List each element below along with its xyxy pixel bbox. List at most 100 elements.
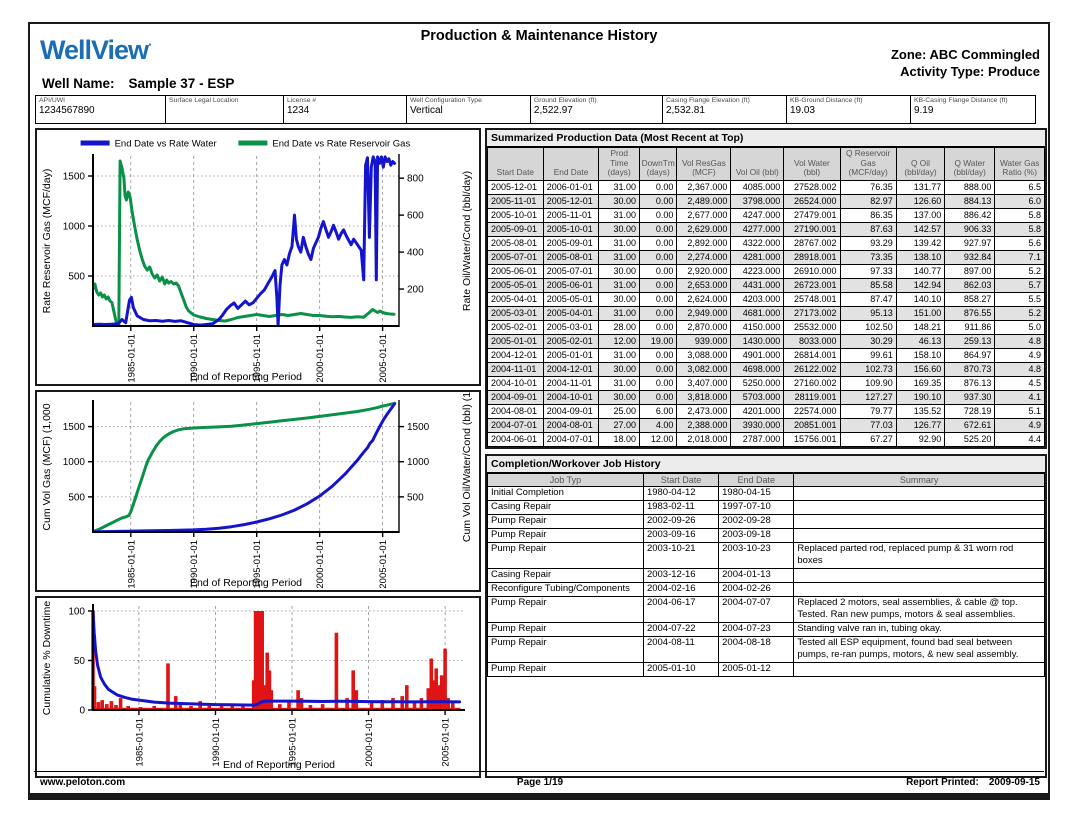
svg-text:400: 400 xyxy=(407,248,424,259)
table-cell: 1980-04-12 xyxy=(642,485,720,501)
table-cell: 2,489.000 xyxy=(676,193,732,209)
production-data-title: Summarized Production Data (Most Recent … xyxy=(487,130,1045,147)
info-field-label: API/UWI xyxy=(39,97,66,104)
table-cell: 18.00 xyxy=(598,431,641,447)
table-row: 2004-12-01 2005-01-01 31.00 0.00 3,088.000 49… xyxy=(487,347,1045,363)
table-cell: 2,388.000 xyxy=(676,417,732,433)
table-cell: 2003-10-23 xyxy=(718,541,795,569)
svg-text:0: 0 xyxy=(79,706,85,717)
table-cell: 138.10 xyxy=(895,249,946,265)
website-link[interactable]: www.peloton.com xyxy=(40,777,126,788)
table-cell: 126.60 xyxy=(895,193,946,209)
info-field-label: Casing Flange Elevation (ft) xyxy=(665,97,750,104)
table-cell: 77.03 xyxy=(839,417,897,433)
table-row: Casing Repair 2003-12-16 2004-01-13 xyxy=(487,567,1045,583)
table-cell: 30.00 xyxy=(598,221,641,237)
svg-text:100: 100 xyxy=(68,606,85,617)
table-cell: 2004-02-16 xyxy=(642,581,720,597)
table-cell: 92.90 xyxy=(895,431,946,447)
column-header: End Date xyxy=(718,472,795,487)
table-row: 2004-08-01 2004-09-01 25.00 6.00 2,473.000 42… xyxy=(487,403,1045,419)
svg-text:Cum Vol Oil/Water/Cond (bbl) (: Cum Vol Oil/Water/Cond (bbl) (1 xyxy=(461,392,473,542)
table-cell: 131.77 xyxy=(895,179,946,195)
svg-text:200: 200 xyxy=(407,285,424,296)
table-cell: 28119.001 xyxy=(783,389,841,405)
table-cell: 5250.000 xyxy=(730,375,785,391)
table-cell: 2005-03-01 xyxy=(542,319,600,335)
table-cell: 2005-11-01 xyxy=(487,193,544,209)
table-cell: 4201.000 xyxy=(730,403,785,419)
svg-text:800: 800 xyxy=(407,174,424,185)
table-cell: 876.55 xyxy=(944,305,996,321)
table-row: Reconfigure Tubing/Components 2004-02-16 2… xyxy=(487,581,1045,597)
table-cell: 0.00 xyxy=(639,305,678,321)
table-cell: 937.30 xyxy=(944,389,996,405)
table-cell: 27479.001 xyxy=(783,207,841,223)
table-cell xyxy=(793,661,1045,677)
svg-text:2005-01-01: 2005-01-01 xyxy=(378,334,389,383)
table-cell: 135.52 xyxy=(895,403,946,419)
table-cell: 82.97 xyxy=(839,193,897,209)
table-cell: 0.00 xyxy=(639,347,678,363)
table-cell: 0.00 xyxy=(639,291,678,307)
svg-text:1500: 1500 xyxy=(63,172,86,183)
info-field-label: KB-Ground Distance (ft) xyxy=(789,97,863,104)
job-history-title: Completion/Workover Job History xyxy=(487,455,1045,473)
svg-text:50: 50 xyxy=(74,656,86,667)
table-cell: 28.00 xyxy=(598,319,641,335)
table-cell: 6.0 xyxy=(994,193,1045,209)
table-cell: 0.00 xyxy=(639,361,678,377)
table-cell: 31.00 xyxy=(598,375,641,391)
table-row: Pump Repair 2004-07-22 2004-07-23 Standing … xyxy=(487,621,1045,637)
table-cell: 0.00 xyxy=(639,207,678,223)
table-cell: 5.2 xyxy=(994,305,1045,321)
table-row: 2004-07-01 2004-08-01 27.00 4.00 2,388.000 39… xyxy=(487,417,1045,433)
table-cell: 31.00 xyxy=(598,277,641,293)
table-row: Pump Repair 2004-08-11 2004-08-18 Tested al… xyxy=(487,635,1045,663)
table-cell: 95.13 xyxy=(839,305,897,321)
header-row: Start Date End Date Prod Time (days) DownTm… xyxy=(487,147,1045,181)
table-cell: 27.00 xyxy=(598,417,641,433)
table-row: Pump Repair 2003-09-16 2003-09-18 xyxy=(487,527,1045,543)
well-info-strip: API/UWI 1234567890 Surface Legal Location L… xyxy=(35,95,1043,124)
table-cell: 864.97 xyxy=(944,347,996,363)
svg-text:1995-01-01: 1995-01-01 xyxy=(252,540,263,589)
tables-column: Summarized Production Data (Most Recent … xyxy=(485,128,1047,778)
column-header: Start Date xyxy=(642,472,720,487)
table-cell: 142.57 xyxy=(895,221,946,237)
table-cell: 2787.000 xyxy=(730,431,785,447)
table-row: Pump Repair 2005-01-10 2005-01-12 xyxy=(487,661,1045,677)
table-cell: 46.13 xyxy=(895,333,946,349)
table-cell: 27528.002 xyxy=(783,179,841,195)
table-cell: 139.42 xyxy=(895,235,946,251)
table-cell: 2,653.000 xyxy=(676,277,732,293)
rate-chart-panel: 500 1000 1500 200 400 600 800 1985-01-01 1990-01… xyxy=(35,128,481,386)
activity-type-label: Activity Type: Produce xyxy=(900,64,1040,79)
svg-text:Rate Reservoir Gas (MCF/day): Rate Reservoir Gas (MCF/day) xyxy=(41,169,53,314)
table-row: 2005-12-01 2006-01-01 31.00 0.00 2,367.000 40… xyxy=(487,179,1045,195)
wellview-logo: WellView· xyxy=(40,35,153,66)
table-cell: 2004-06-17 xyxy=(642,595,720,623)
table-cell: 20851.001 xyxy=(783,417,841,433)
table-cell: 1983-02-11 xyxy=(642,499,720,515)
table-row: 2005-07-01 2005-08-01 31.00 0.00 2,274.000 42… xyxy=(487,249,1045,265)
table-row: 2005-02-01 2005-03-01 28.00 0.00 2,870.000 41… xyxy=(487,319,1045,335)
job-history-table: Job Typ Start Date End Date Summary Initial… xyxy=(487,472,1045,677)
table-cell: 31.00 xyxy=(598,235,641,251)
wellview-logo-trademark-dot: · xyxy=(148,37,152,52)
column-header: Water Gas Ratio (%) xyxy=(994,147,1045,181)
table-cell: 5.0 xyxy=(994,319,1045,335)
table-cell: Casing Repair xyxy=(487,567,644,583)
svg-text:1500: 1500 xyxy=(407,422,430,433)
table-cell: 2005-04-01 xyxy=(542,305,600,321)
rate-chart: 500 1000 1500 200 400 600 800 1985-01-01 1990-01… xyxy=(41,139,473,384)
table-cell: 2005-07-01 xyxy=(487,249,544,265)
table-cell: 5.8 xyxy=(994,207,1045,223)
table-cell: 26723.001 xyxy=(783,277,841,293)
table-cell: 31.00 xyxy=(598,305,641,321)
svg-text:Cum Vol Gas (MCF) (1,000: Cum Vol Gas (MCF) (1,000 xyxy=(41,403,53,530)
table-cell: 5.6 xyxy=(994,235,1045,251)
column-header: Q Reservoir Gas (MCF/day) xyxy=(839,147,897,181)
table-cell: 12.00 xyxy=(598,333,641,349)
job-history-section: Completion/Workover Job History Job Typ S… xyxy=(485,453,1047,778)
